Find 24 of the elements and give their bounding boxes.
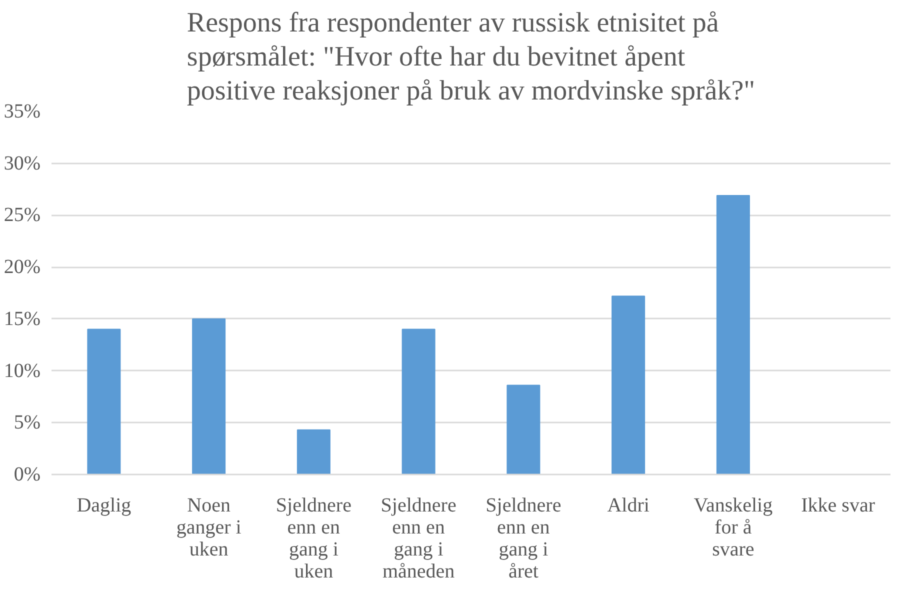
x-tick-label: Aldri (607, 494, 650, 516)
x-tick-label: Ikke svar (801, 494, 876, 516)
x-tick-label: Noen ganger i uken (176, 494, 242, 560)
y-tick-label: 25% (4, 204, 41, 226)
bar (192, 318, 226, 474)
y-tick-label: 35% (4, 100, 41, 122)
bar (402, 328, 436, 474)
bar (296, 429, 330, 474)
chart-title: Respons fra respondenter av russisk etnisitet på spørsmålet: "Hvor ofte har du bevitnet åpent positive reaksjoner på bruk av mordvinske språk?" (186, 7, 756, 106)
y-tick-label: 5% (14, 412, 41, 434)
x-tick-label: Vanskelig for å svare (694, 494, 773, 560)
y-tick-label: 10% (4, 360, 41, 382)
bar (87, 328, 121, 474)
bar (506, 384, 540, 474)
x-tick-label: Sjeldnere enn en gang i måneden (380, 494, 456, 582)
x-tick-label: Daglig (76, 494, 132, 516)
y-tick-label: 0% (14, 464, 41, 486)
x-tick-label: Sjeldnere enn en gang i uken (276, 494, 352, 582)
bar (612, 296, 646, 474)
y-tick-label: 20% (4, 256, 41, 278)
x-tick-label: Sjeldnere enn en gang i året (486, 494, 562, 582)
y-tick-label: 30% (4, 152, 41, 174)
bar (716, 195, 750, 474)
y-tick-label: 15% (4, 308, 41, 330)
